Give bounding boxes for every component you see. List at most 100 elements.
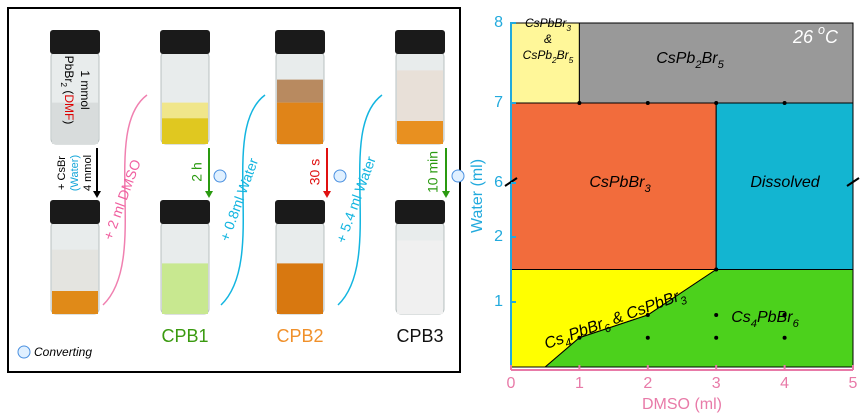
label: CsPb2Br5 (656, 50, 724, 71)
arrow (102, 94, 148, 306)
label-part: DMF (62, 94, 76, 120)
x-tick-label: 5 (849, 375, 858, 392)
vial-cap (275, 30, 325, 54)
label-part: 3 (679, 294, 690, 308)
label-part: ) (62, 120, 76, 124)
label: & (544, 32, 552, 46)
label-part: 3 (644, 183, 651, 195)
product-label: CPB1 (161, 326, 208, 346)
converting-icon (17, 345, 31, 359)
vial-liquid (277, 263, 323, 314)
label-part: Br (557, 48, 570, 62)
arrow-head (205, 191, 213, 198)
label: (Water) (69, 155, 81, 191)
label-part: 3 (566, 23, 571, 33)
x-tick-label: 4 (780, 375, 789, 392)
data-point (714, 313, 719, 317)
label-part: CsPbBr (525, 16, 567, 30)
label-part: 5 (718, 59, 725, 71)
label-part: 2 (59, 82, 69, 87)
vial-cap (160, 30, 210, 54)
label-part: PbBr (62, 56, 76, 83)
label-part: 5 (569, 55, 574, 65)
y-tick-label: 8 (494, 14, 503, 31)
arrow (337, 94, 383, 306)
label-part: PbBr (757, 309, 793, 326)
data-point (645, 101, 650, 105)
vial-liquid (52, 291, 98, 314)
y-tick-label: 2 (494, 228, 503, 245)
y-tick-label: 6 (494, 174, 503, 191)
label-part: 4 (564, 337, 574, 350)
label-part: ( (62, 87, 76, 94)
axis-break (846, 177, 860, 187)
arrow-head (93, 191, 101, 198)
label: 26 oC (792, 23, 839, 46)
arrow (220, 94, 266, 306)
x-tick-label: 3 (712, 375, 721, 392)
x-tick-label: 1 (575, 375, 584, 392)
y-tick-label: 1 (494, 293, 503, 310)
data-point (577, 101, 582, 105)
label-part: CsPb (656, 50, 695, 67)
vial-liquid (162, 102, 208, 119)
legend-label: Converting (34, 345, 92, 359)
x-axis-label: DMSO (ml) (642, 396, 722, 413)
data-point (645, 313, 650, 317)
data-point (714, 267, 719, 272)
label-part: o (818, 23, 825, 37)
product-label: CPB3 (396, 326, 443, 346)
label-part: 2 (551, 55, 557, 65)
label-part: 26 (792, 27, 818, 47)
product-label: CPB2 (276, 326, 323, 346)
label-part: 4 (751, 318, 757, 330)
data-point (782, 313, 787, 317)
vial-liquid (397, 121, 443, 144)
x-tick-label: 0 (507, 375, 516, 392)
y-tick-label: 7 (494, 94, 503, 111)
label-part: Dissolved (750, 174, 820, 191)
data-point (714, 335, 719, 340)
label-part: 6 (793, 318, 800, 330)
vial-liquid (277, 79, 323, 103)
x-tick-label: 2 (643, 375, 652, 392)
label: CsPb2Br5 (523, 48, 574, 65)
vial-liquid (162, 263, 208, 314)
label-part: C (825, 27, 839, 47)
data-point (782, 335, 787, 340)
data-point (714, 101, 719, 105)
vial-cap (160, 200, 210, 224)
vial-liquid (397, 240, 443, 314)
label: 2 h (189, 162, 205, 181)
label: CsPbBr3 (589, 174, 651, 195)
label: 30 s (307, 159, 323, 185)
label-part: 6 (603, 322, 614, 336)
label: 4 mmol (82, 155, 94, 191)
vial-cap (395, 200, 445, 224)
label: Dissolved (750, 174, 820, 191)
vial-cap (395, 30, 445, 54)
label: 10 min (425, 151, 441, 193)
data-point (577, 335, 582, 340)
vial-liquid (277, 102, 323, 144)
converting-icon (333, 169, 347, 183)
vial-cap (50, 30, 100, 54)
arrow-head (323, 191, 331, 198)
vial-liquid (52, 102, 98, 144)
vial-cap (275, 200, 325, 224)
label: CsPbBr3 (525, 16, 571, 33)
label-part: Br (702, 50, 719, 67)
converting-icon (213, 169, 227, 183)
converting-icon (451, 169, 465, 183)
label: PbBr2 (DMF) (59, 56, 76, 125)
data-point (782, 101, 787, 105)
label: + CsBr (56, 156, 68, 190)
vial-cap (50, 200, 100, 224)
label-part: Cs (731, 309, 751, 326)
vial-liquid (162, 118, 208, 144)
label: 1 mmol (78, 70, 92, 109)
vial-liquid (52, 249, 98, 291)
label-part: CsPb (523, 48, 553, 62)
label-part: 2 (694, 59, 702, 71)
data-point (645, 335, 650, 340)
